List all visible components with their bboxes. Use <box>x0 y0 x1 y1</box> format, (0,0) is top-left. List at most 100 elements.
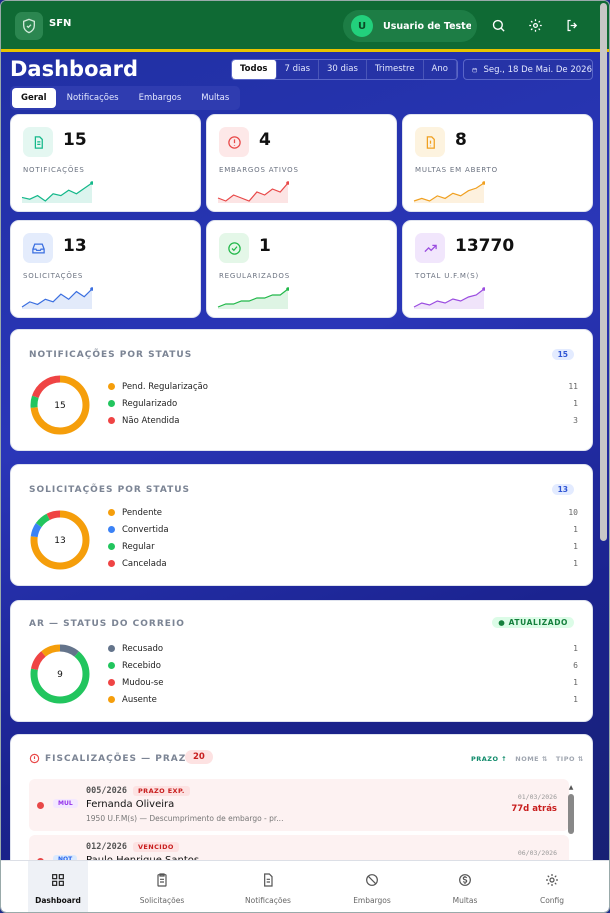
status-badge: ● ATUALIZADO <box>492 617 574 628</box>
deadline-tag: PRAZO EXP. <box>133 786 190 796</box>
legend-value: 10 <box>568 508 578 517</box>
nav-item-2[interactable]: Notificações <box>238 861 298 912</box>
nav-item-5[interactable]: Config <box>522 861 582 912</box>
search-icon[interactable] <box>488 15 508 35</box>
stat-card[interactable]: 4 EMBARGOS ATIVOS <box>206 114 397 212</box>
list-item[interactable]: MUL 005/2026 PRAZO EXP. Fernanda Oliveira 19… <box>29 779 569 831</box>
record-name: Fernanda Oliveira <box>86 799 175 810</box>
bottom-nav: Dashboard Solicitações Notificações Embargo… <box>1 860 609 912</box>
legend-dot <box>108 509 115 516</box>
legend-label: Pendente <box>122 507 163 518</box>
donut-slice <box>30 375 90 435</box>
legend-value: 1 <box>573 542 578 551</box>
count-badge: 20 <box>185 750 213 764</box>
logout-icon[interactable] <box>562 15 582 35</box>
nav-item-1[interactable]: Solicitações <box>132 861 192 912</box>
donut-chart: 9 <box>30 644 90 704</box>
legend-item: Ausente 1 <box>108 691 578 708</box>
legend-label: Regular <box>122 541 155 552</box>
legend-value: 1 <box>573 525 578 534</box>
stat-card[interactable]: 15 NOTIFICAÇÕES <box>10 114 201 212</box>
tab-1[interactable]: Notificações <box>66 93 119 103</box>
legend-dot <box>108 400 115 407</box>
ar-status-card: AR — STATUS DO CORREIO ● ATUALIZADO 9 Re… <box>10 600 593 722</box>
legend-value: 6 <box>573 661 578 670</box>
legend-dot <box>108 679 115 686</box>
donut-slice <box>30 375 90 435</box>
gear-icon <box>544 872 560 892</box>
nav-item-3[interactable]: Embargos <box>342 861 402 912</box>
legend-label: Recusado <box>122 643 164 654</box>
sort-option[interactable]: NOME ⇅ <box>515 755 548 763</box>
legend-value: 1 <box>573 399 578 408</box>
fisc-card: FISCALIZAÇÕES — PRAZOS 20 PRAZO ↑ NOME ⇅ T… <box>10 734 593 874</box>
type-badge: MUL <box>53 799 78 808</box>
period-0[interactable]: Todos <box>232 60 277 79</box>
record-desc: 1950 U.F.M(s) — Descumprimento de embarg… <box>86 814 284 823</box>
clipboard-icon <box>154 872 170 892</box>
section-title: AR — STATUS DO CORREIO <box>29 619 185 629</box>
top-bar: SFN U Usuario de Testes ... <box>1 1 609 52</box>
section-tabs: Geral Notificações Embargos Multas <box>10 86 241 110</box>
legend-dot <box>108 645 115 652</box>
sparkline <box>217 287 289 309</box>
legend-value: 3 <box>573 416 578 425</box>
user-menu[interactable]: U Usuario de Testes ... <box>343 10 477 42</box>
donut-chart: 15 <box>30 375 90 435</box>
stat-card[interactable]: 8 MULTAS EM ABERTO <box>402 114 593 212</box>
status-dot <box>37 802 44 809</box>
legend-item: Mudou-se 1 <box>108 674 578 691</box>
tab-2[interactable]: Embargos <box>138 93 182 103</box>
donut-total: 9 <box>57 670 63 680</box>
stat-label: NOTIFICAÇÕES <box>23 166 85 174</box>
nav-item-0[interactable]: Dashboard <box>28 861 88 912</box>
app-name: SFN <box>49 18 72 29</box>
period-2[interactable]: 30 dias <box>319 60 367 79</box>
tab-3[interactable]: Multas <box>201 93 230 103</box>
page-scrollbar[interactable] <box>600 3 607 541</box>
stat-card[interactable]: 1 REGULARIZADOS <box>206 220 397 318</box>
legend-dot <box>108 543 115 550</box>
avatar: U <box>351 15 373 37</box>
legend-item: Cancelada 1 <box>108 555 578 572</box>
legend-item: Não Atendida 3 <box>108 412 578 429</box>
nav-label: Multas <box>452 896 478 905</box>
stat-label: MULTAS EM ABERTO <box>415 166 498 174</box>
period-filter: Todos 7 dias 30 dias Trimestre Ano <box>231 59 458 80</box>
date-picker-button[interactable]: Seg., 18 De Mai. De 2026 <box>463 59 593 80</box>
tab-0[interactable]: Geral <box>12 88 56 108</box>
legend-label: Regularizado <box>122 398 178 409</box>
legend-item: Recebido 6 <box>108 657 578 674</box>
stat-card[interactable]: 13770 TOTAL U.F.M(S) <box>402 220 593 318</box>
gear-icon[interactable] <box>525 15 545 35</box>
list-scrollbar[interactable]: ▲ <box>568 785 574 873</box>
section-title: SOLICITAÇÕES POR STATUS <box>29 485 191 495</box>
nav-item-4[interactable]: Multas <box>435 861 495 912</box>
legend-item: Regular 1 <box>108 538 578 555</box>
record-date: 06/03/2026 <box>517 849 557 857</box>
legend-label: Pend. Regularização <box>122 381 208 392</box>
period-3[interactable]: Trimestre <box>367 60 424 79</box>
sort-option[interactable]: TIPO ⇅ <box>555 755 584 763</box>
legend-dot <box>108 417 115 424</box>
sparkline <box>217 181 289 203</box>
document-icon <box>260 872 276 892</box>
count-badge: 13 <box>551 484 574 495</box>
notif-status-card: NOTIFICAÇÕES POR STATUS 15 15 Pend. Regu… <box>10 329 593 451</box>
legend-label: Ausente <box>122 694 157 705</box>
legend-label: Não Atendida <box>122 415 180 426</box>
sparkline <box>413 181 485 203</box>
nav-label: Dashboard <box>35 896 81 905</box>
section-title: NOTIFICAÇÕES POR STATUS <box>29 350 193 360</box>
stat-value: 8 <box>455 130 467 150</box>
legend-value: 1 <box>573 559 578 568</box>
stat-card[interactable]: 13 SOLICITAÇÕES <box>10 220 201 318</box>
legend-value: 1 <box>573 678 578 687</box>
sort-option[interactable]: PRAZO ↑ <box>471 755 508 763</box>
donut-chart: 13 <box>30 510 90 570</box>
date-label: Seg., 18 De Mai. De 2026 <box>483 64 592 75</box>
nav-label: Embargos <box>353 896 391 905</box>
donut-slice <box>30 510 90 570</box>
period-4[interactable]: Ano <box>424 60 457 79</box>
period-1[interactable]: 7 dias <box>277 60 320 79</box>
